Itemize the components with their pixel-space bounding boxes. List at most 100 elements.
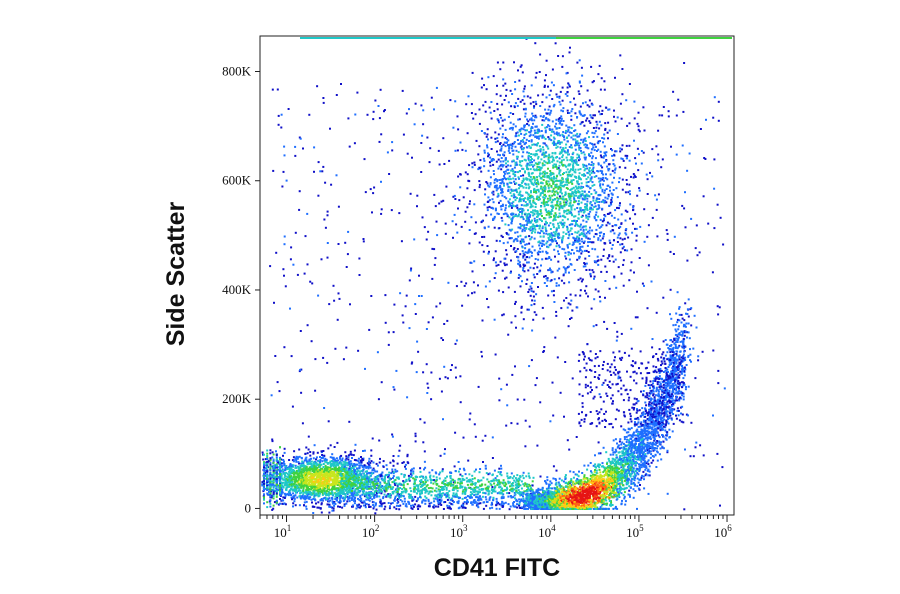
data-point — [425, 363, 428, 366]
data-point — [600, 156, 603, 159]
data-point — [595, 228, 598, 231]
data-point — [322, 470, 325, 473]
data-point — [568, 251, 571, 254]
data-point — [504, 158, 507, 161]
data-point — [443, 163, 446, 165]
data-point — [391, 141, 394, 144]
data-point — [569, 229, 572, 232]
data-point — [575, 163, 578, 166]
data-point — [442, 418, 444, 421]
data-point — [557, 260, 560, 263]
data-point — [291, 459, 294, 462]
data-point — [331, 498, 334, 501]
data-point — [332, 465, 335, 468]
data-point — [315, 492, 318, 495]
data-point — [570, 115, 573, 118]
data-point — [592, 164, 595, 167]
data-point — [637, 125, 640, 128]
data-point — [548, 94, 551, 97]
data-point — [619, 237, 622, 240]
data-point — [300, 456, 303, 459]
data-point — [565, 187, 568, 189]
data-point — [505, 276, 508, 279]
data-point — [582, 234, 585, 237]
data-point — [525, 132, 528, 135]
data-point — [542, 151, 545, 154]
data-point — [283, 460, 285, 463]
data-point — [646, 235, 649, 238]
data-point — [586, 171, 589, 174]
data-point — [628, 279, 631, 282]
data-point — [487, 138, 489, 141]
data-point — [610, 148, 612, 150]
data-point — [541, 190, 544, 192]
data-point — [442, 199, 445, 202]
data-point — [322, 101, 325, 104]
data-point — [268, 488, 271, 491]
data-point — [340, 83, 342, 85]
data-point — [719, 504, 721, 507]
data-point — [538, 270, 541, 273]
data-point — [551, 160, 554, 163]
data-point — [519, 184, 522, 186]
data-point — [603, 145, 606, 148]
data-point — [677, 98, 680, 101]
data-point — [481, 355, 483, 358]
data-point — [500, 188, 502, 191]
data-point — [329, 475, 332, 478]
data-point — [637, 111, 640, 114]
data-point — [364, 191, 367, 194]
data-point — [584, 146, 587, 149]
data-point — [562, 180, 565, 183]
data-point — [577, 202, 580, 205]
data-point — [561, 181, 563, 184]
data-point — [540, 212, 543, 215]
data-point — [539, 172, 542, 175]
data-point — [297, 478, 300, 481]
data-point — [367, 503, 370, 506]
data-point — [513, 247, 516, 249]
data-point — [522, 263, 525, 266]
data-point — [519, 211, 521, 213]
data-point — [578, 239, 581, 242]
data-point — [539, 53, 542, 56]
data-point — [380, 477, 383, 480]
data-point — [606, 165, 609, 168]
data-point — [356, 91, 359, 94]
data-point — [626, 183, 628, 186]
data-point — [536, 210, 539, 213]
data-point — [542, 232, 545, 235]
data-point — [530, 153, 533, 155]
data-point — [549, 235, 551, 238]
data-point — [598, 193, 601, 196]
data-point — [384, 474, 387, 477]
data-point — [304, 474, 307, 477]
data-point — [456, 231, 459, 234]
data-point — [595, 425, 598, 428]
data-point — [544, 217, 547, 220]
data-point — [483, 227, 486, 230]
data-point — [324, 181, 327, 184]
data-point — [539, 194, 542, 197]
data-point — [721, 466, 724, 469]
data-point — [471, 292, 473, 295]
data-point — [287, 108, 290, 110]
data-point — [315, 462, 318, 465]
data-point — [627, 191, 630, 194]
data-point — [535, 190, 537, 193]
data-point — [516, 398, 519, 401]
data-point — [568, 258, 571, 261]
data-point — [327, 492, 330, 495]
data-point — [264, 474, 267, 477]
data-point — [506, 214, 509, 217]
data-point — [355, 459, 358, 462]
data-point — [514, 315, 517, 318]
data-point — [513, 180, 516, 183]
data-point — [393, 303, 396, 306]
data-point — [331, 500, 334, 503]
data-point — [692, 455, 695, 458]
data-point — [600, 258, 603, 261]
data-point — [559, 391, 562, 394]
data-point — [586, 209, 589, 211]
data-point — [537, 94, 540, 97]
